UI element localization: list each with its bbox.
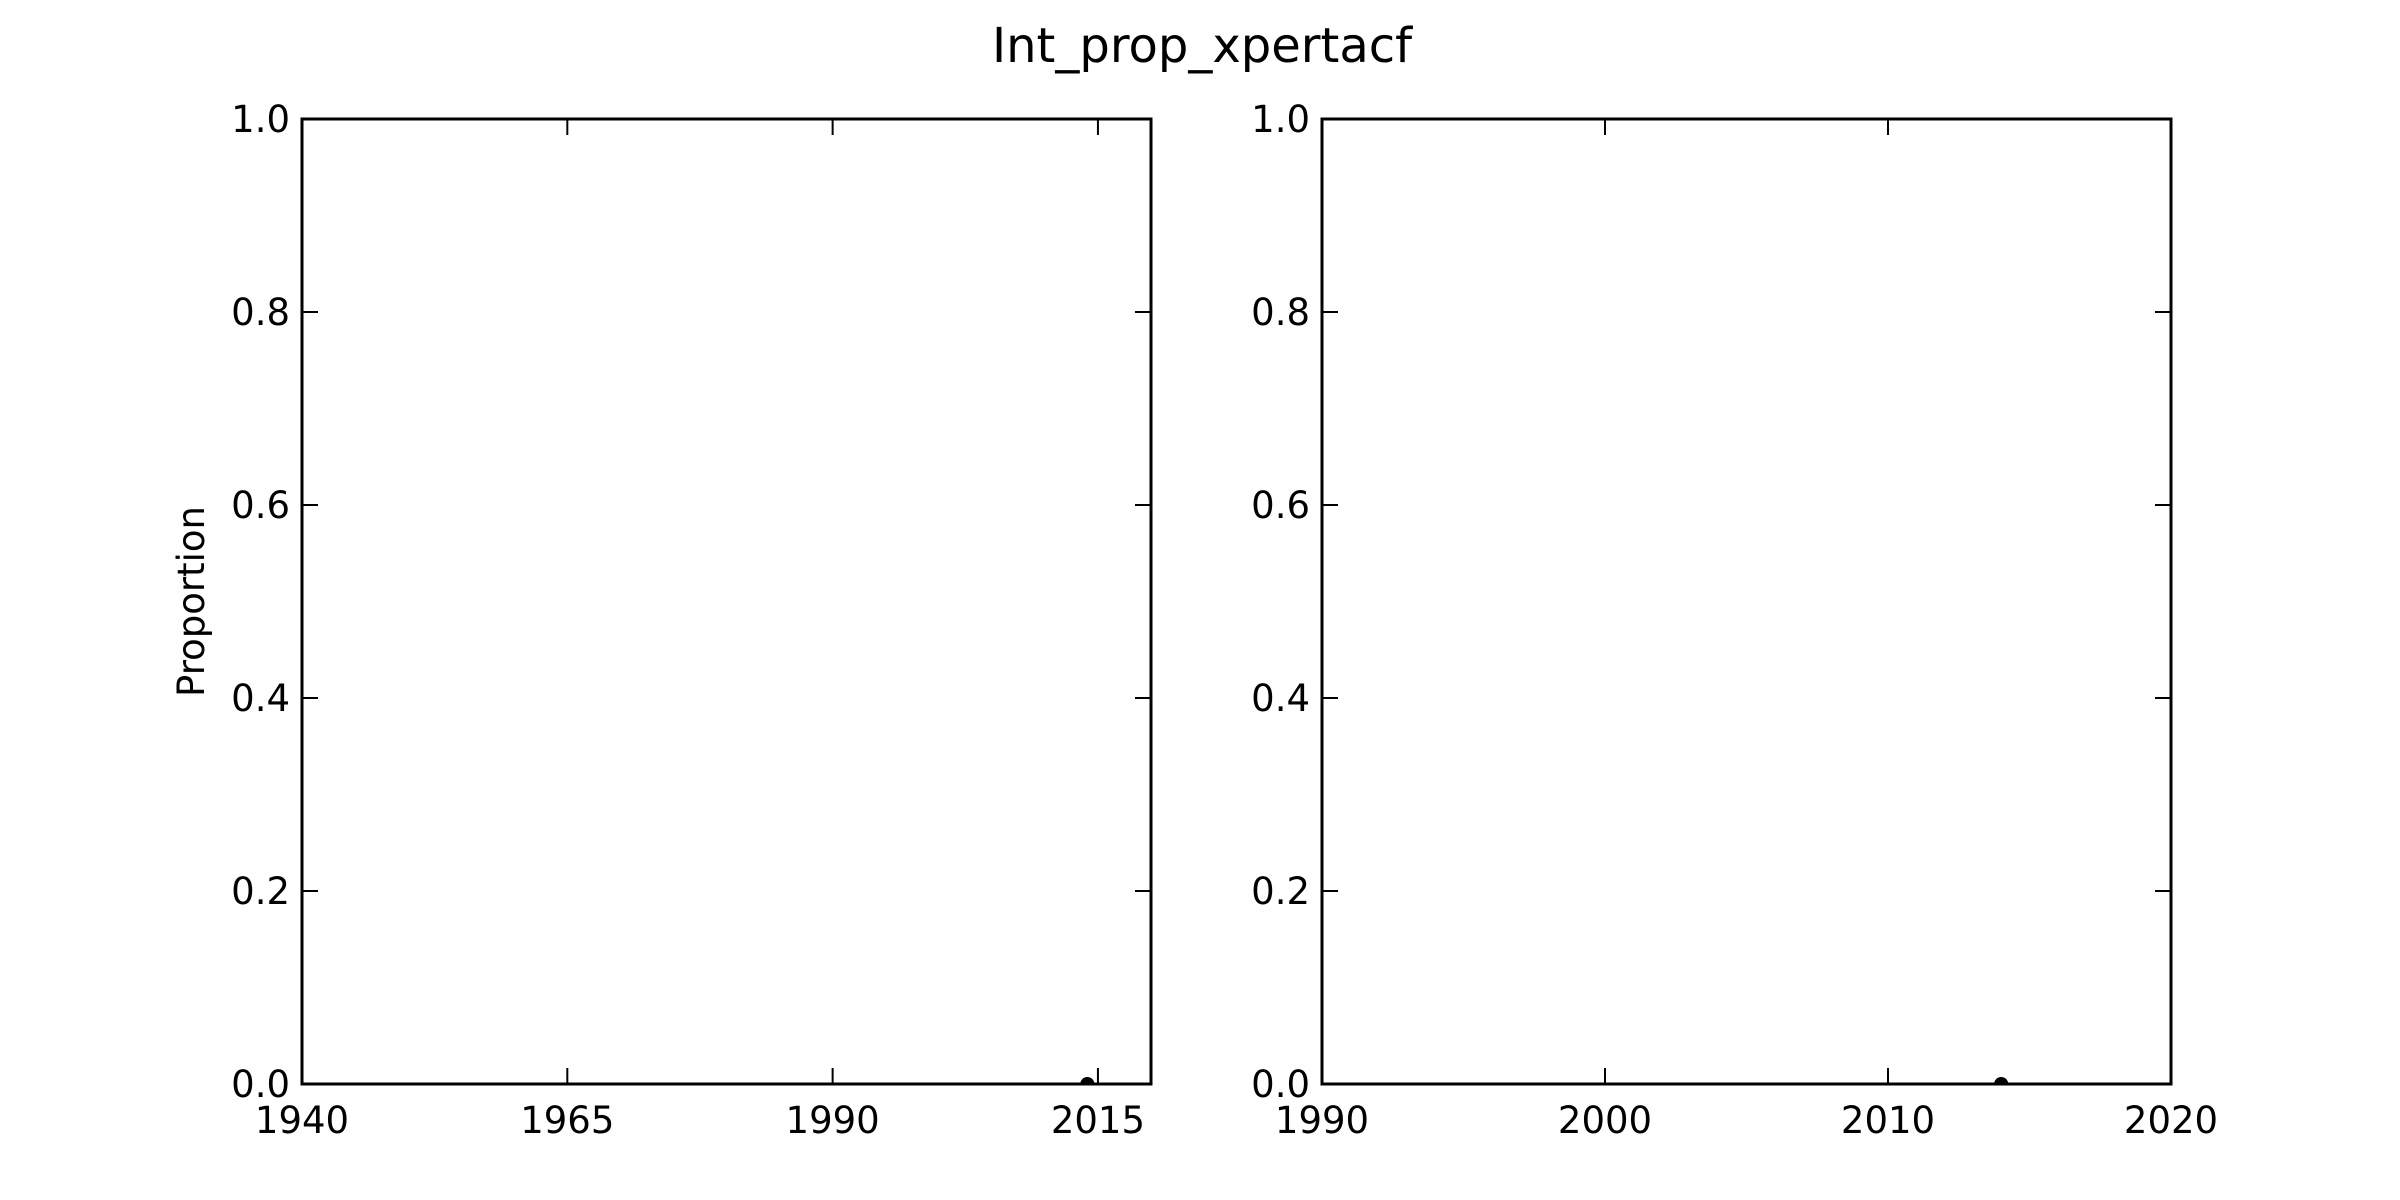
panel-1-xtick-label: 1965: [520, 1099, 614, 1142]
panel-1-ylabel: Proportion: [170, 506, 213, 697]
panel-1-ytick-label: 0.4: [231, 677, 290, 720]
panel-1-xtick-label: 2015: [1051, 1099, 1145, 1142]
panel-2-ytick-label: 1.0: [1251, 98, 1310, 141]
panel-2-frame: [1320, 117, 2173, 1086]
panel-1-ytick-label: 0.6: [231, 484, 290, 527]
chart-panels: 1940 1965 1990 2015 0.0 0.2 0.4 0.6 0.8 1.0 Propor…: [170, 98, 2218, 1142]
panel-2-ytick-label: 0.6: [1251, 484, 1310, 527]
panel-1-xtick-label: 1990: [786, 1099, 880, 1142]
panel-2-xtick-label: 2000: [1558, 1099, 1652, 1142]
panel-2-ytick-label: 0.2: [1251, 870, 1310, 913]
panel-1-points: [1080, 1077, 1095, 1084]
panel-2-xtick-label: 2010: [1841, 1099, 1935, 1142]
panel-1-ytick-label: 0.8: [231, 291, 290, 334]
panel-2-ytick-label: 0.0: [1251, 1063, 1310, 1106]
panel-1: 1940 1965 1990 2015 0.0 0.2 0.4 0.6 0.8 1.0 Propor…: [170, 98, 1153, 1142]
panel-1-ytick-label: 1.0: [231, 98, 290, 141]
panel-2-ytick-label: 0.4: [1251, 677, 1310, 720]
panel-2: 1990 2000 2010 2020 0.0 0.2 0.4 0.6 0.8 1.0: [1251, 98, 2218, 1142]
panel-2-points: [1994, 1077, 2009, 1084]
panel-1-ytick-label: 0.0: [231, 1063, 290, 1106]
panel-1-ytick-label: 0.2: [231, 870, 290, 913]
panel-2-xtick-label: 1990: [1275, 1099, 1369, 1142]
panel-2-xtick-label: 2020: [2124, 1099, 2218, 1142]
panel-1-data-point: [1080, 1077, 1095, 1084]
panel-2-ytick-label: 0.8: [1251, 291, 1310, 334]
panel-2-data-point: [1994, 1077, 2009, 1084]
panel-1-frame: [300, 117, 1153, 1086]
chart-title: Int_prop_xpertacf: [992, 18, 1413, 74]
panel-1-xtick-label: 1940: [255, 1099, 349, 1142]
